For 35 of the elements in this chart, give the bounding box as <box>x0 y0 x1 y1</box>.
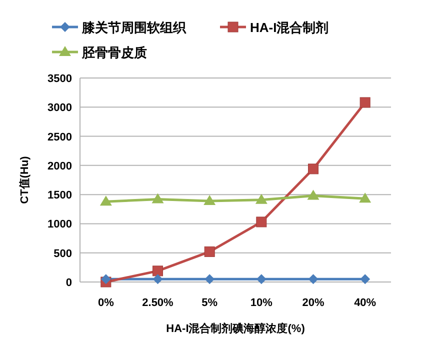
point <box>255 194 268 204</box>
y-axis-title: CT值(Hu) <box>19 156 31 204</box>
x-tick-label: 5% <box>202 297 218 309</box>
point <box>360 274 370 284</box>
point <box>204 246 215 257</box>
x-tick-label: 2.50% <box>142 297 174 309</box>
y-tick-label: 1500 <box>48 190 72 202</box>
x-tick-label: 10% <box>250 297 273 309</box>
point <box>307 190 320 200</box>
y-tick-label: 3500 <box>48 73 72 85</box>
point <box>256 274 266 284</box>
y-tick-label: 2000 <box>48 160 72 172</box>
y-tick-label: 3000 <box>48 102 72 114</box>
legend-label: HA-I混合制剂 <box>250 20 329 35</box>
x-axis-title: HA-I混合制剂碘海醇浓度(%) <box>166 322 306 335</box>
x-tick-label: 40% <box>354 297 376 309</box>
point <box>100 274 111 284</box>
x-tick-label: 20% <box>302 297 324 309</box>
point <box>359 192 372 203</box>
y-tick-label: 500 <box>54 248 72 260</box>
y-tick-label: 2500 <box>48 131 72 144</box>
point <box>204 274 215 284</box>
point <box>152 274 163 284</box>
point <box>100 196 112 206</box>
point <box>256 216 267 228</box>
point <box>152 266 163 276</box>
y-tick-label: 0 <box>66 277 72 289</box>
point <box>308 274 318 284</box>
point <box>152 193 164 204</box>
legend-label: 膝关节周围软组织 <box>81 20 187 35</box>
point <box>308 164 318 174</box>
point <box>204 194 216 205</box>
x-tick-label: 0% <box>98 297 114 309</box>
y-tick-label: 1000 <box>48 218 72 231</box>
legend-label: 胫骨骨皮质 <box>81 45 147 60</box>
